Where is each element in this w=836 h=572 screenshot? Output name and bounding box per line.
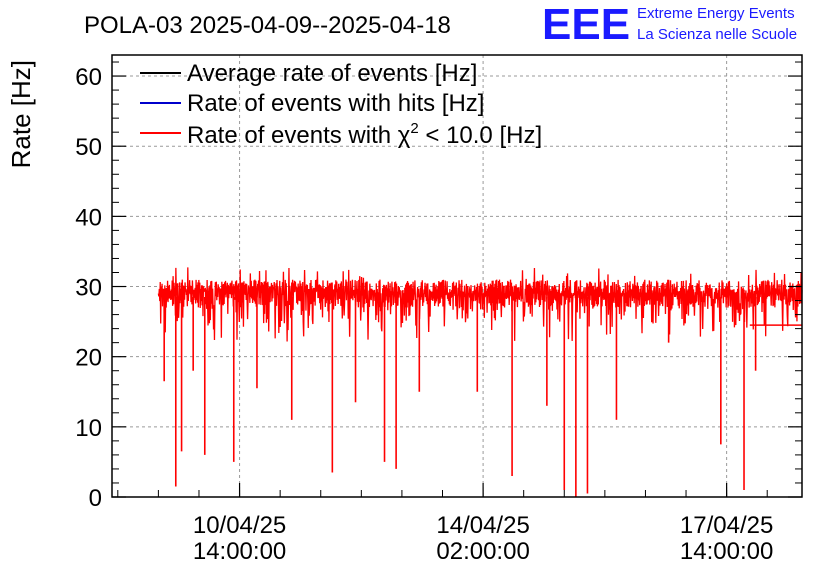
plot-frame [111,54,803,498]
legend-label-average: Average rate of events [Hz] [187,60,477,87]
x-tick-label-date: 14/04/25 [436,512,529,539]
grid-lines [112,55,802,497]
y-tick-label: 30 [75,275,102,302]
y-tick-label: 20 [75,345,102,372]
y-axis-label: Rate [Hz] [6,60,36,168]
x-tick-label-date: 10/04/25 [193,512,286,539]
x-tick-label-date: 17/04/25 [680,512,773,539]
eee-logo: EEE [542,0,630,49]
legend-label-chi2: Rate of events with χ2 < 10.0 [Hz] [187,120,542,149]
x-tick-label-time: 14:00:00 [193,538,286,565]
legend: Average rate of events [Hz] Rate of even… [140,60,542,149]
plot-title: POLA-03 2025-04-09--2025-04-18 [84,12,451,39]
axes: 010203040506010/04/2514:00:0014/04/2502:… [75,61,802,565]
y-tick-label: 40 [75,204,102,231]
data-layer [157,267,803,497]
org-name-line2: La Scienza nelle Scuole [637,26,797,43]
y-tick-label: 10 [75,415,102,442]
series-chi2-line [157,267,803,342]
y-tick-label: 50 [75,134,102,161]
org-name-line1: Extreme Energy Events [637,5,795,22]
x-tick-label-time: 02:00:00 [436,538,529,565]
legend-label-hits: Rate of events with hits [Hz] [187,90,484,117]
y-tick-label: 60 [75,64,102,91]
x-tick-label-time: 14:00:00 [680,538,773,565]
y-tick-label: 0 [89,485,102,512]
